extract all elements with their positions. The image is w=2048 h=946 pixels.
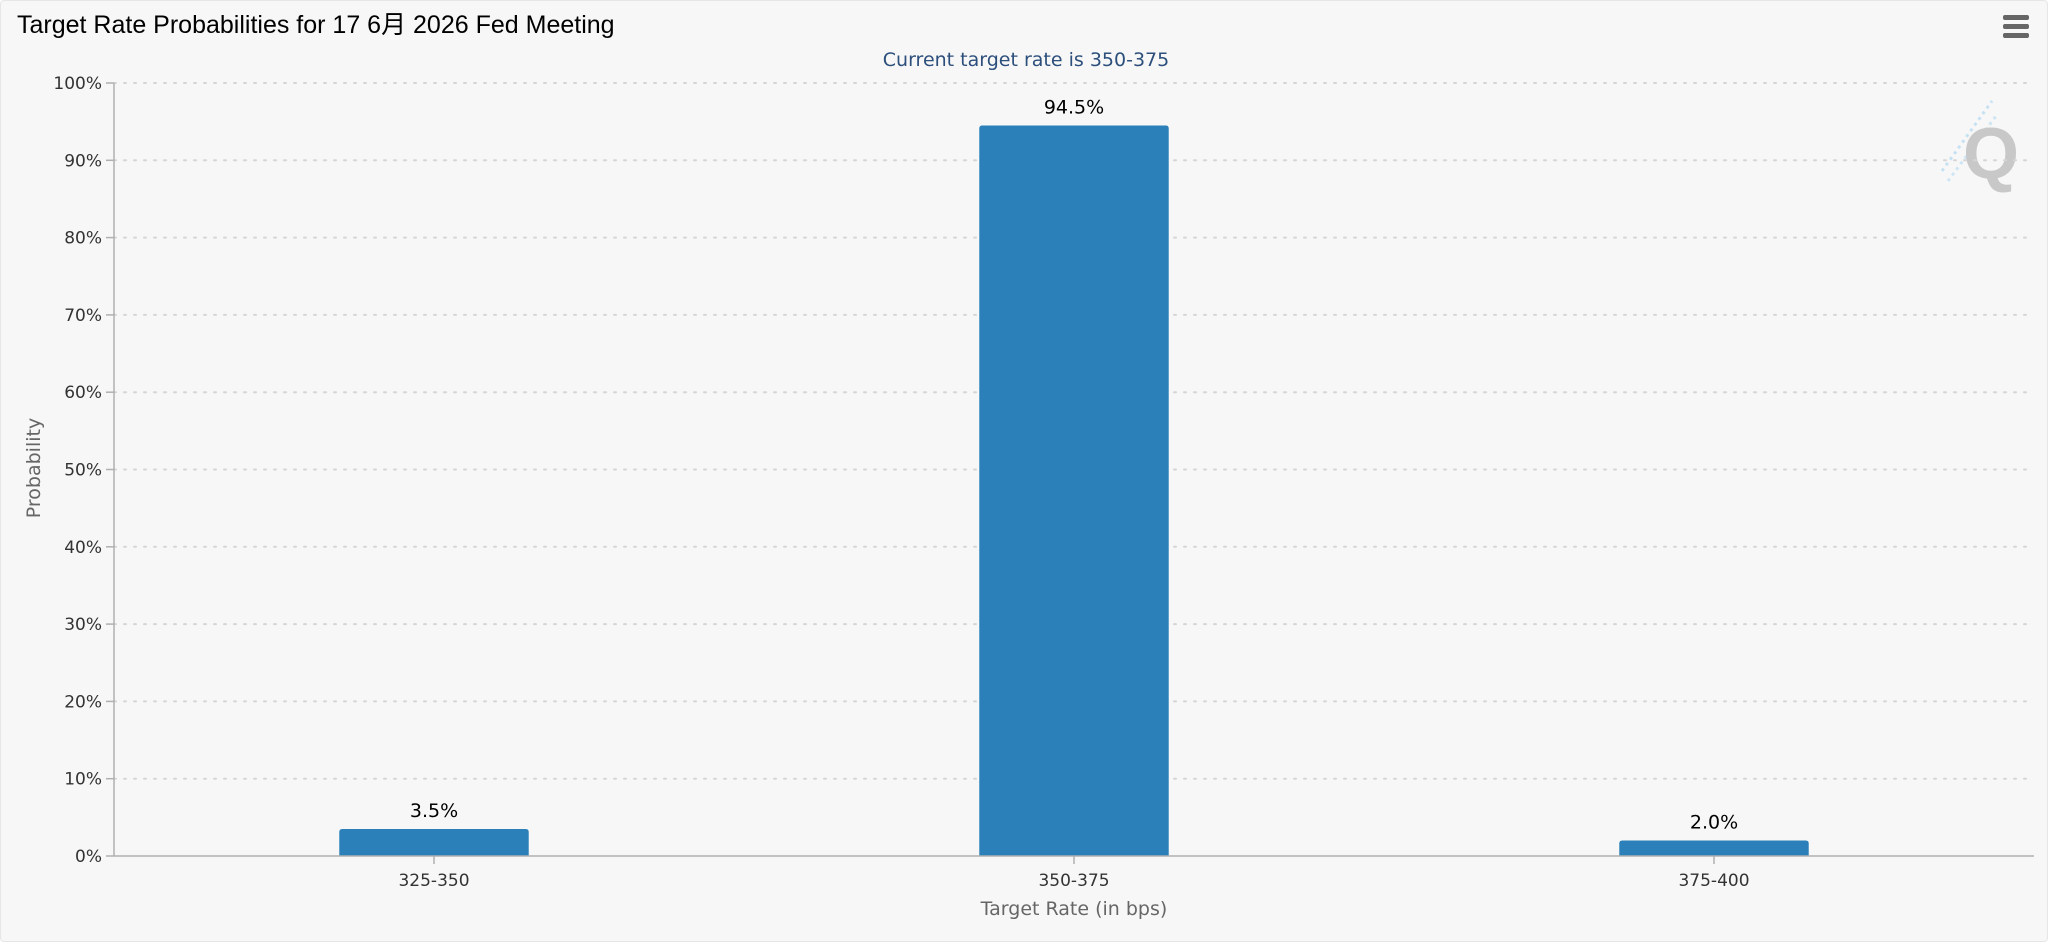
y-tick-label: 60% xyxy=(64,383,102,403)
watermark-letter: Q xyxy=(1963,114,2016,194)
bar-375-400[interactable] xyxy=(1619,840,1809,856)
hamburger-menu-icon[interactable] xyxy=(1999,13,2033,41)
data-labels: 3.5% 94.5% 2.0% xyxy=(410,97,1738,834)
y-tick-label: 10% xyxy=(64,770,102,790)
quikstrike-logo-watermark: Q xyxy=(1940,100,2016,194)
y-tick-label: 100% xyxy=(53,74,102,94)
bars xyxy=(339,125,1809,856)
x-tick-label: 350-375 xyxy=(1038,871,1109,891)
x-tick-label: 325-350 xyxy=(398,871,469,891)
y-tick-label: 50% xyxy=(64,461,102,481)
y-tick-label: 30% xyxy=(64,615,102,635)
y-axis-ticks: 0% 10% 20% 30% 40% 50% 60% 70% 80% 90% 100% xyxy=(53,74,114,867)
data-label: 2.0% xyxy=(1690,812,1738,834)
y-tick-label: 70% xyxy=(64,306,102,326)
y-tick-label: 40% xyxy=(64,538,102,558)
data-label: 94.5% xyxy=(1044,97,1104,119)
data-label: 3.5% xyxy=(410,800,458,822)
y-tick-label: 90% xyxy=(64,151,102,171)
x-axis-ticks: 325-350 350-375 375-400 xyxy=(398,856,1750,891)
x-tick-label: 375-400 xyxy=(1678,871,1749,891)
y-tick-label: 80% xyxy=(64,229,102,249)
y-tick-label: 0% xyxy=(75,847,102,867)
bar-350-375[interactable] xyxy=(979,125,1169,856)
bar-325-350[interactable] xyxy=(339,828,529,856)
y-axis-label: Probability xyxy=(23,418,45,518)
y-tick-label: 20% xyxy=(64,692,102,712)
chart-subtitle: Current target rate is 350-375 xyxy=(883,49,1169,71)
page-title: Target Rate Probabilities for 17 6月 2026… xyxy=(17,11,615,39)
x-axis-label: Target Rate (in bps) xyxy=(980,898,1168,920)
